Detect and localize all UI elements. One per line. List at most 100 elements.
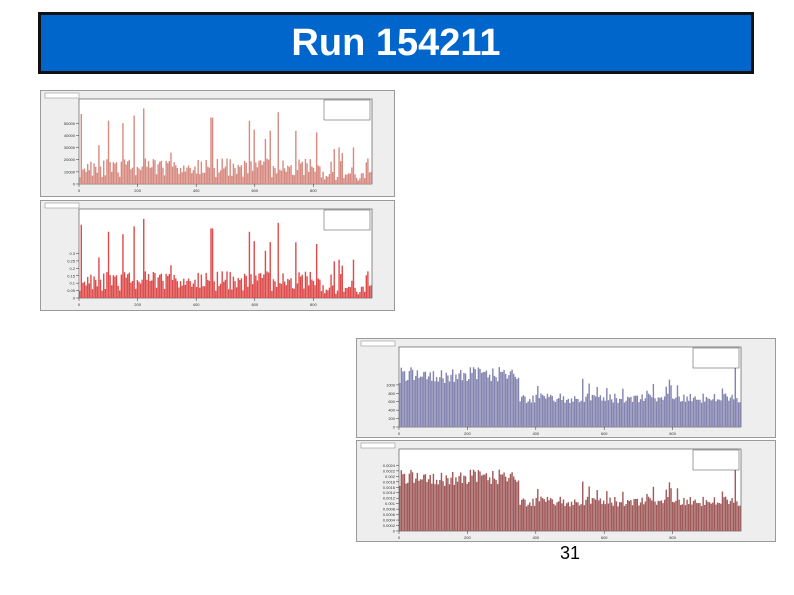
bar [163,175,166,184]
bar [496,381,499,427]
bar [612,402,614,427]
bar [548,500,550,531]
bar [181,285,183,298]
bar [594,396,597,427]
bar [716,399,719,427]
bar [242,290,244,298]
bar [117,172,119,184]
bar [657,500,659,531]
bar [256,280,259,298]
y-tick-label: 10000 [64,169,76,174]
bar [167,163,169,184]
bar [516,379,518,427]
bar [458,373,460,427]
bar [415,375,417,427]
bar [303,174,305,184]
bar [618,398,621,427]
bar [647,393,650,427]
bar [702,496,704,531]
bar [696,399,698,427]
bar [423,474,425,531]
bar [362,286,364,298]
bar [426,379,428,427]
histogram-title-tab [44,92,80,99]
bar [95,166,97,184]
bar [120,274,123,298]
bar [509,474,512,531]
bar [186,167,188,184]
bar [211,228,214,298]
bar [119,290,121,298]
bar [237,277,239,298]
bar [627,500,629,531]
x-tick-label: 800 [310,302,317,307]
bar [431,483,433,531]
bar [564,506,566,531]
y-tick-label: 0.3 [69,251,75,256]
y-tick-label: 0.0008 [383,507,396,512]
bar [607,503,610,531]
bar [213,168,215,184]
bar [349,287,351,298]
bar [352,147,355,184]
bar [623,505,626,531]
bar [339,161,342,184]
bar [553,400,555,427]
bar [692,397,695,427]
bar [98,145,100,184]
bar [143,108,145,184]
bar [311,279,313,298]
bar [435,479,438,531]
bar [99,279,102,298]
bar [131,167,134,184]
bar [101,176,103,184]
bar [678,499,680,531]
bar [360,286,363,298]
bar [354,174,356,184]
bar [331,172,334,184]
bar [368,285,371,298]
bar [562,499,565,531]
bar [179,167,182,184]
bar [541,394,544,427]
bar [336,176,339,184]
bar [226,158,228,184]
bar [309,271,311,298]
bar [683,394,685,427]
y-tick-label: 0.001 [385,501,396,506]
bar [487,480,489,531]
bar [275,286,278,298]
bar [210,117,212,184]
bar [194,279,196,298]
bar [264,250,267,298]
bar [283,168,286,184]
bar [657,397,659,427]
bar [207,279,209,298]
bar [91,289,94,298]
bar [586,393,589,427]
bar [472,469,475,531]
y-tick-label: 20000 [64,157,76,162]
bar [736,501,738,531]
bar [692,500,695,531]
bar [468,481,470,531]
bar [147,161,150,184]
bar [675,397,677,427]
bar [114,276,116,298]
bar [103,273,105,298]
bar [599,395,602,427]
bar [275,173,278,184]
bar [296,170,299,184]
bar [522,395,525,427]
y-tick-label: 800 [388,391,395,396]
bar [405,483,407,531]
bar [335,293,337,298]
bar [643,400,645,427]
bar [466,381,468,427]
bar [234,281,236,298]
bar [139,170,142,184]
title-bar: Run 154211 [38,12,754,74]
bar [208,280,211,298]
bar [144,158,147,184]
bar [551,499,553,531]
